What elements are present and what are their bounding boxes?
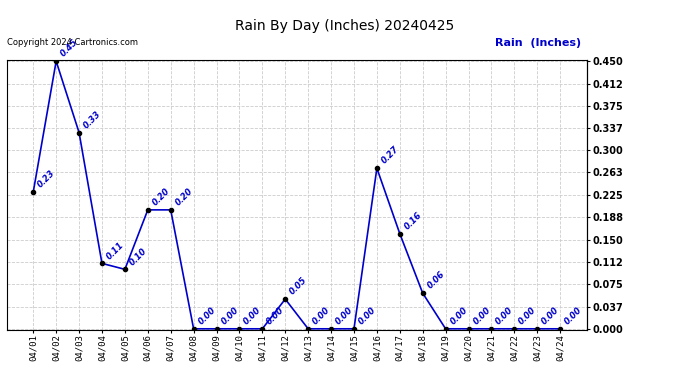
Text: 0.05: 0.05 [288, 276, 309, 297]
Text: 0.00: 0.00 [197, 305, 217, 326]
Text: 0.11: 0.11 [105, 240, 126, 261]
Text: 0.00: 0.00 [471, 305, 492, 326]
Text: 0.23: 0.23 [36, 169, 57, 190]
Text: 0.20: 0.20 [173, 186, 195, 207]
Text: 0.27: 0.27 [380, 145, 401, 166]
Text: 0.00: 0.00 [334, 305, 355, 326]
Text: 0.00: 0.00 [311, 305, 332, 326]
Text: Rain  (Inches): Rain (Inches) [495, 38, 581, 48]
Text: Rain By Day (Inches) 20240425: Rain By Day (Inches) 20240425 [235, 19, 455, 33]
Text: 0.00: 0.00 [357, 305, 377, 326]
Text: 0.16: 0.16 [402, 210, 424, 231]
Text: 0.00: 0.00 [448, 305, 469, 326]
Text: 0.00: 0.00 [517, 305, 538, 326]
Text: 0.10: 0.10 [128, 246, 148, 267]
Text: 0.33: 0.33 [82, 109, 103, 130]
Text: 0.20: 0.20 [150, 186, 172, 207]
Text: 0.00: 0.00 [265, 305, 286, 326]
Text: 0.00: 0.00 [494, 305, 515, 326]
Text: 0.00: 0.00 [242, 305, 263, 326]
Text: 0.06: 0.06 [426, 270, 446, 291]
Text: 0.00: 0.00 [219, 305, 240, 326]
Text: Copyright 2024 Cartronics.com: Copyright 2024 Cartronics.com [7, 38, 138, 47]
Text: 0.00: 0.00 [563, 305, 584, 326]
Text: 0.45: 0.45 [59, 38, 80, 59]
Text: 0.00: 0.00 [540, 305, 561, 326]
